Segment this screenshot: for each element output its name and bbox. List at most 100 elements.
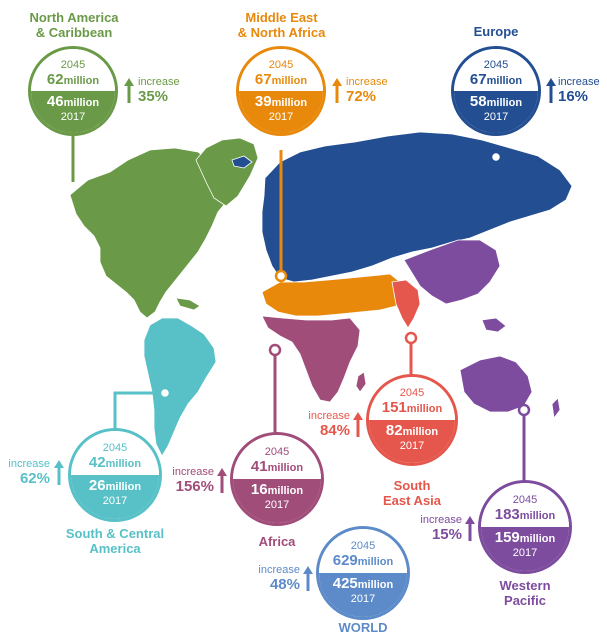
circle-top-half: 2045 629million [319, 529, 407, 573]
australia-landmass [459, 355, 533, 413]
sca-connector-dot [158, 386, 172, 400]
increase-percent: 156% [175, 478, 214, 495]
unit-label: million [271, 97, 308, 109]
value-2017: 425 [332, 575, 358, 592]
up-arrow-icon [124, 78, 134, 103]
north-america-title: North America & Caribbean [8, 10, 140, 40]
year-2045-label: 2045 [483, 59, 509, 71]
africa-title: Africa [236, 534, 318, 549]
year-2017-label: 2017 [60, 111, 86, 123]
year-2045-label: 2045 [102, 442, 128, 454]
europe-connector-dot [489, 150, 503, 164]
unit-label: million [63, 97, 100, 109]
year-2045-label: 2045 [268, 59, 294, 71]
sea-connector-dot [404, 331, 418, 345]
world-title-line1: WORLD [338, 620, 388, 635]
unit-label: million [486, 97, 523, 109]
circle-bottom-half: 46million 2017 [31, 91, 115, 133]
year-2017-label: 2017 [483, 111, 509, 123]
value-2045: 629 [332, 552, 358, 569]
value-2045: 42 [88, 454, 106, 471]
mena-title-line1: Middle East [245, 10, 318, 25]
africa-title-line1: Africa [258, 534, 296, 549]
value-2045: 41 [250, 458, 268, 475]
increase-percent: 72% [346, 88, 377, 105]
unit-label: million [267, 485, 304, 497]
africa-landmass [261, 315, 361, 403]
world-stat-circle: 2045 629million 425million 2017 [316, 526, 410, 620]
africa-increase: increase 156% [166, 466, 214, 496]
year-2017-label: 2017 [264, 499, 290, 511]
north-america-increase: increase 35% [138, 76, 180, 106]
year-2045-label: 2045 [399, 387, 425, 399]
europe-title-line1: Europe [473, 24, 519, 39]
unit-label: million [267, 462, 304, 474]
north-america-title-line2: & Caribbean [35, 25, 113, 40]
iceland-landmass [231, 155, 253, 169]
north-america-title-line1: North America [29, 10, 119, 25]
unit-label: million [105, 458, 142, 470]
europe-increase: increase 16% [558, 76, 600, 106]
year-2045-label: 2045 [60, 59, 86, 71]
value-2017: 39 [254, 93, 272, 110]
year-2017-label: 2017 [512, 547, 538, 559]
increase-label: increase [308, 410, 350, 422]
sea-title-line1: South [393, 478, 431, 493]
unit-label: million [271, 75, 308, 87]
year-2045-label: 2045 [350, 540, 376, 552]
world-increase: increase 48% [252, 564, 300, 594]
value-2045: 151 [381, 399, 407, 416]
east-asia-landmass [403, 239, 501, 305]
value-2017: 159 [494, 529, 520, 546]
unit-label: million [519, 510, 556, 522]
value-2017: 26 [88, 477, 106, 494]
circle-bottom-half: 82million 2017 [369, 420, 455, 463]
circle-bottom-half: 39million 2017 [239, 91, 323, 133]
circle-top-half: 2045 67million [454, 49, 538, 91]
sea-title-line2: East Asia [382, 493, 442, 508]
up-arrow-icon [546, 78, 556, 103]
wp-title-line2: Pacific [504, 593, 546, 608]
value-2017: 16 [250, 481, 268, 498]
caribbean-landmass [175, 297, 201, 311]
circle-bottom-half: 26million 2017 [71, 475, 159, 519]
world-title: WORLD [322, 620, 404, 635]
sea-title: South East Asia [368, 478, 456, 508]
unit-label: million [357, 579, 394, 591]
increase-label: increase [172, 466, 214, 478]
increase-percent: 62% [19, 470, 50, 487]
north-america-stat-circle: 2045 62 million 46million 2017 [28, 46, 118, 136]
up-arrow-icon [465, 516, 475, 541]
up-arrow-icon [353, 412, 363, 437]
circle-top-half: 2045 151million [369, 377, 455, 420]
wp-increase: increase 15% [414, 514, 462, 544]
unit-label: million [105, 481, 142, 493]
increase-label: increase [420, 514, 462, 526]
circle-bottom-half: 16million 2017 [233, 479, 321, 523]
mena-connector-dot [274, 269, 288, 283]
sca-title-line2: America [89, 541, 141, 556]
year-2017-label: 2017 [268, 111, 294, 123]
south-east-asia-landmass [391, 279, 421, 329]
sca-connector [113, 391, 165, 430]
up-arrow-icon [332, 78, 342, 103]
europe-stat-circle: 2045 67million 58million 2017 [451, 46, 541, 136]
europe-title: Europe [446, 24, 546, 39]
circle-bottom-half: 58million 2017 [454, 91, 538, 133]
increase-label: increase [8, 458, 50, 470]
africa-stat-circle: 2045 41million 16million 2017 [230, 432, 324, 526]
value-2045: 67 [254, 71, 272, 88]
greenland-landmass [195, 137, 259, 207]
value-2045: 62 [46, 71, 64, 88]
new-zealand-landmass [551, 397, 561, 420]
unit-label: million [486, 75, 523, 87]
up-arrow-icon [54, 460, 64, 485]
mena-title-line2: & North Africa [237, 25, 326, 40]
increase-percent: 48% [269, 576, 300, 593]
unit-label: million [402, 426, 439, 438]
value-2045: 67 [469, 71, 487, 88]
sca-title: South & Central America [52, 526, 178, 556]
value-2045: 183 [494, 506, 520, 523]
increase-label: increase [258, 564, 300, 576]
